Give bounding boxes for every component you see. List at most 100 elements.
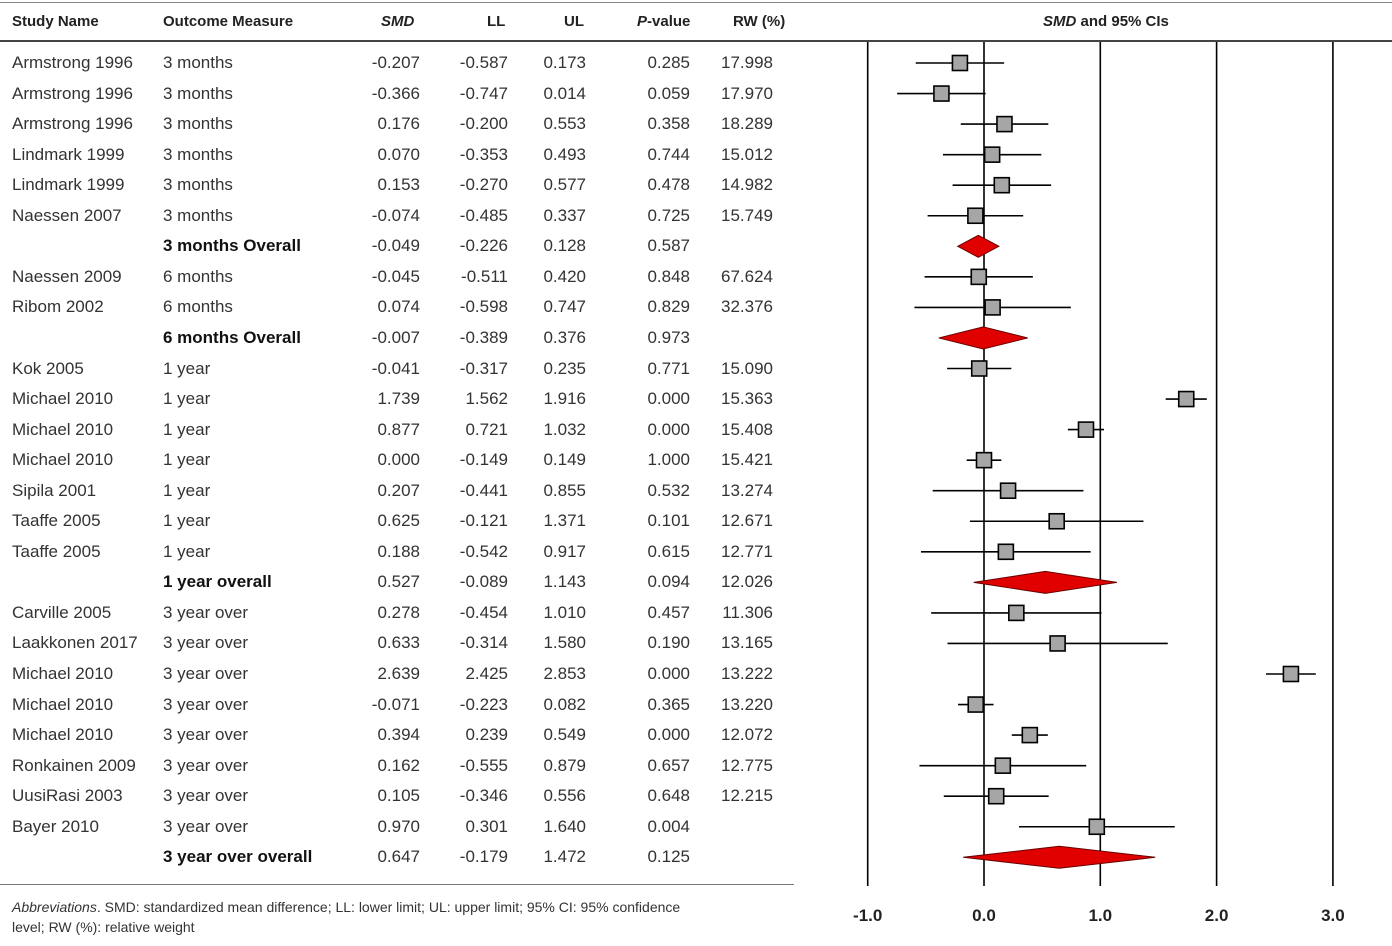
cell-study: Armstrong 1996 [12, 83, 133, 103]
cell-rw: 17.970 [721, 83, 773, 103]
cell-p-value: 0.973 [647, 327, 690, 347]
cell-p-value: 0.829 [647, 297, 690, 317]
cell-ll: -0.555 [459, 755, 508, 775]
cell-study: Carville 2005 [12, 602, 112, 622]
study-marker [983, 146, 1001, 163]
study-marker [1282, 665, 1300, 683]
study-marker [970, 268, 988, 286]
cell-outcome: 1 year [163, 480, 211, 500]
cell-study: Michael 2010 [12, 694, 114, 714]
cell-rw: 12.026 [721, 572, 773, 592]
footnote: Abbreviations. SMD: standardized mean di… [12, 897, 712, 937]
cell-p-value: 0.848 [647, 266, 690, 286]
cell-ll: -0.270 [459, 175, 508, 195]
cell-p-value: 0.000 [647, 725, 690, 745]
header-rw: RW (%) [733, 13, 786, 30]
summary-diamond [973, 570, 1118, 594]
cell-p-value: 0.615 [647, 541, 690, 561]
cell-rw: 15.408 [721, 419, 773, 439]
cell-study: Sipila 2001 [12, 480, 97, 500]
cell-rw: 14.982 [721, 175, 773, 195]
cell-rw: 18.289 [721, 114, 773, 134]
study-marker [996, 115, 1013, 133]
cell-outcome: 3 months [163, 83, 233, 103]
cell-ul: 1.472 [543, 847, 586, 867]
cell-outcome: 3 year over [163, 786, 249, 806]
cell-smd: 0.000 [377, 450, 420, 470]
cell-p-value: 0.000 [647, 389, 690, 409]
cell-outcome: 3 months [163, 175, 233, 195]
study-marker [951, 54, 969, 72]
chart-title-rest: and 95% CIs [1076, 13, 1169, 30]
cell-p-value: 0.101 [647, 511, 690, 531]
cell-p-value: 0.358 [647, 114, 690, 134]
header-ll: LL [487, 13, 506, 30]
cell-rw: 12.775 [721, 755, 773, 775]
summary-diamond [938, 326, 1028, 350]
cell-outcome: 3 months Overall [163, 236, 301, 256]
cell-study: Ronkainen 2009 [12, 755, 136, 775]
cell-ll: -0.346 [459, 786, 508, 806]
cell-study: Michael 2010 [12, 419, 114, 439]
cell-smd: 0.162 [377, 755, 420, 775]
study-marker [967, 696, 985, 713]
cell-ul: 0.577 [543, 175, 586, 195]
cell-ul: 0.149 [543, 450, 586, 470]
study-marker [997, 543, 1015, 561]
study-marker [987, 787, 1005, 805]
cell-rw: 13.274 [721, 480, 773, 500]
cell-study: Naessen 2009 [12, 266, 122, 286]
study-marker [1049, 635, 1066, 652]
cell-ul: 0.376 [543, 327, 586, 347]
cell-study: Naessen 2007 [12, 205, 122, 225]
cell-smd: -0.071 [371, 694, 420, 714]
cell-smd: -0.366 [371, 83, 420, 103]
cell-ul: 0.082 [543, 694, 586, 714]
table-bottom-rule [0, 884, 794, 885]
study-marker [1088, 818, 1106, 836]
header-p-suffix: -value [647, 13, 691, 30]
cell-outcome: 1 year [163, 389, 211, 409]
cell-outcome: 1 year [163, 511, 211, 531]
cell-rw: 15.012 [721, 144, 773, 164]
cell-study: Ribom 2002 [12, 297, 104, 317]
cell-outcome: 1 year [163, 358, 211, 378]
cell-p-value: 0.478 [647, 175, 690, 195]
cell-study: Armstrong 1996 [12, 53, 133, 72]
cell-smd: 0.394 [377, 725, 420, 745]
cell-smd: 0.207 [377, 480, 420, 500]
cell-rw: 12.072 [721, 725, 773, 745]
top-rule [0, 2, 1392, 3]
cell-ul: 0.747 [543, 297, 586, 317]
x-tick-label: -1.0 [853, 906, 882, 925]
cell-outcome: 3 year over [163, 725, 249, 745]
cell-rw: 13.165 [721, 633, 773, 653]
cell-ul: 0.014 [543, 83, 586, 103]
cell-ll: -0.598 [459, 297, 508, 317]
header-ul: UL [564, 13, 584, 30]
footnote-abbr-label: Abbreviations [12, 899, 97, 915]
cell-rw: 15.421 [721, 450, 773, 470]
cell-smd: 0.625 [377, 511, 420, 531]
cell-ll: -0.441 [459, 480, 508, 500]
cell-p-value: 0.744 [647, 144, 690, 164]
cell-smd: 1.739 [377, 389, 420, 409]
summary-diamond [963, 845, 1156, 869]
header-smd: SMD [381, 13, 414, 30]
cell-ul: 1.916 [543, 389, 586, 409]
header-study-name: Study Name [12, 13, 99, 30]
cell-ul: 1.640 [543, 816, 586, 836]
cell-smd: -0.045 [371, 266, 420, 286]
cell-outcome: 6 months [163, 297, 233, 317]
cell-ul: 0.337 [543, 205, 586, 225]
cell-study: UusiRasi 2003 [12, 786, 123, 806]
cell-p-value: 0.125 [647, 847, 690, 867]
cell-p-value: 0.457 [647, 602, 690, 622]
cell-outcome: 6 months Overall [163, 327, 301, 347]
cell-ul: 1.032 [543, 419, 586, 439]
cell-outcome: 1 year [163, 450, 211, 470]
cell-smd: 0.647 [377, 847, 420, 867]
cell-p-value: 0.657 [647, 755, 690, 775]
cell-p-value: 1.000 [647, 450, 690, 470]
cell-rw: 15.090 [721, 358, 773, 378]
